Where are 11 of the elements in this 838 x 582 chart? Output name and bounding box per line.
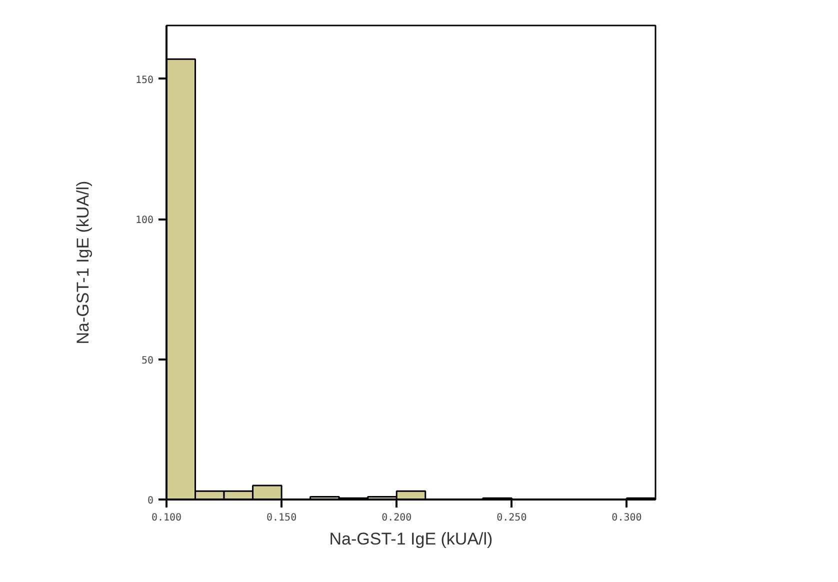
y-tick-label: 150 [135, 74, 154, 86]
x-axis-title: Na-GST-1 IgE (kUA/l) [329, 530, 493, 548]
y-tick-label: 0 [147, 496, 154, 506]
y-axis-title: Na-GST-1 IgE (kUA/l) [73, 180, 92, 344]
y-tick-label: 100 [135, 215, 154, 226]
x-tick-label: 0.150 [266, 512, 297, 524]
x-tick-label: 0.100 [151, 512, 182, 524]
x-tick-label: 0.200 [382, 512, 412, 524]
y-tick-label: 50 [141, 355, 154, 366]
x-tick-label: 0.300 [612, 512, 642, 524]
x-tick-label: 0.250 [496, 512, 527, 524]
